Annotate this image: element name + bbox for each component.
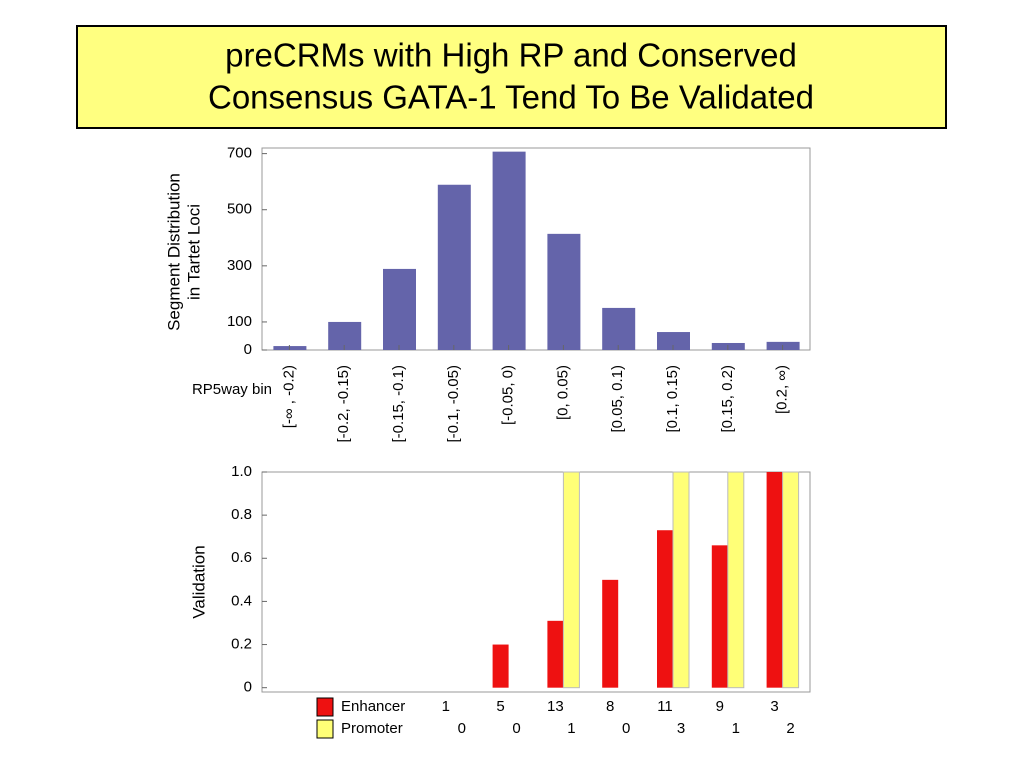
y-tick-label: 100 bbox=[227, 313, 252, 330]
bar bbox=[727, 471, 745, 689]
y-axis-label: in Tartet Loci bbox=[184, 204, 203, 300]
legend-swatch bbox=[316, 719, 334, 739]
count-label: 5 bbox=[496, 698, 504, 715]
x-axis-label: RP5way bin bbox=[192, 381, 272, 398]
y-tick-label: 700 bbox=[227, 145, 252, 162]
title-line: Consensus GATA-1 Tend To Be Validated bbox=[208, 79, 814, 116]
x-tick-label: [-0.1, -0.05) bbox=[445, 365, 462, 443]
bar bbox=[562, 471, 580, 689]
y-axis-label: Segment Distribution bbox=[164, 173, 183, 331]
x-tick-label: [-∞ , -0.2) bbox=[280, 365, 297, 428]
y-tick-label: 500 bbox=[227, 201, 252, 218]
x-tick-label: [-0.2, -0.15) bbox=[335, 365, 352, 443]
bar bbox=[782, 471, 800, 689]
count-label: 1 bbox=[732, 720, 740, 737]
x-tick-label: [-0.15, -0.1) bbox=[390, 365, 407, 443]
bar bbox=[547, 233, 581, 350]
y-tick-label: 0.2 bbox=[231, 636, 252, 653]
bar bbox=[657, 332, 690, 350]
bar bbox=[766, 472, 783, 688]
x-tick-label: [0, 0.05) bbox=[554, 365, 571, 420]
count-label: 9 bbox=[716, 698, 724, 715]
count-label: 11 bbox=[657, 698, 673, 715]
count-label: 13 bbox=[547, 698, 564, 715]
count-label: 1 bbox=[442, 698, 450, 715]
y-tick-label: 0.8 bbox=[231, 506, 252, 523]
y-tick-label: 1.0 bbox=[231, 463, 252, 480]
y-axis-label: Validation bbox=[189, 545, 208, 618]
bar bbox=[711, 545, 728, 688]
count-label: 0 bbox=[622, 720, 630, 737]
bar bbox=[602, 307, 636, 350]
bar bbox=[547, 620, 564, 688]
y-tick-label: 0.4 bbox=[231, 592, 252, 609]
x-tick-label: [0.05, 0.1) bbox=[609, 365, 626, 433]
legend-label: Enhancer bbox=[341, 698, 405, 715]
bar bbox=[657, 530, 673, 688]
x-tick-label: [0.15, 0.2) bbox=[719, 365, 736, 433]
bar bbox=[383, 268, 416, 350]
y-tick-label: 300 bbox=[227, 257, 252, 274]
plot-frame bbox=[261, 147, 811, 351]
y-tick-label: 0 bbox=[244, 679, 252, 696]
y-tick-label: 0 bbox=[244, 341, 252, 358]
title-box bbox=[76, 25, 947, 129]
count-label: 0 bbox=[512, 720, 520, 737]
x-tick-label: [0.1, 0.15) bbox=[664, 365, 681, 433]
count-label: 1 bbox=[567, 720, 575, 737]
count-label: 0 bbox=[458, 720, 466, 737]
legend-swatch bbox=[316, 697, 334, 717]
title-line: preCRMs with High RP and Conserved bbox=[225, 37, 797, 74]
y-tick-label: 0.6 bbox=[231, 549, 252, 566]
bar bbox=[492, 644, 509, 688]
count-label: 3 bbox=[770, 698, 778, 715]
count-label: 3 bbox=[677, 720, 685, 737]
legend-label: Promoter bbox=[341, 720, 403, 737]
x-tick-label: [-0.05, 0) bbox=[500, 365, 517, 425]
bar bbox=[492, 151, 526, 350]
count-label: 2 bbox=[786, 720, 794, 737]
x-tick-label: [0.2, ∞) bbox=[774, 365, 791, 414]
bar bbox=[672, 471, 690, 689]
bar bbox=[602, 579, 619, 688]
plot-frame bbox=[261, 471, 811, 693]
count-label: 8 bbox=[606, 698, 614, 715]
bar bbox=[437, 184, 471, 350]
